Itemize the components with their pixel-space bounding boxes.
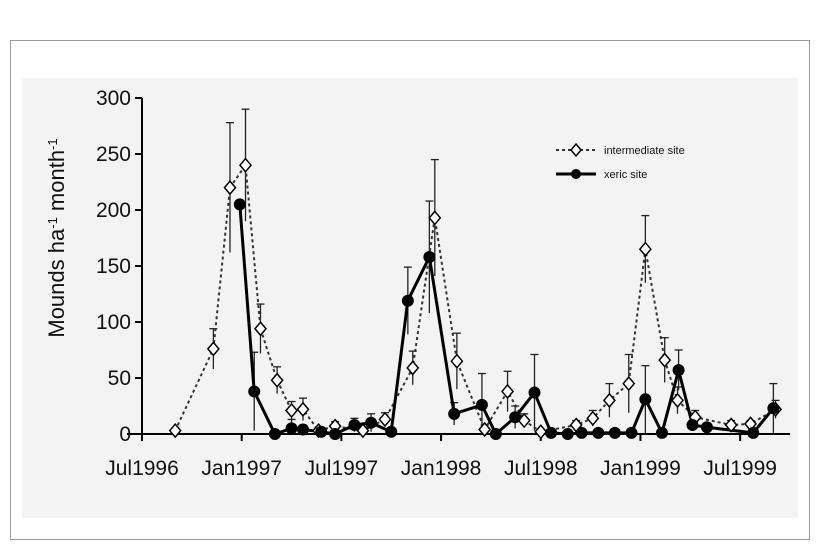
intermediate-marker [501,383,515,400]
y-axis-title: Mounds ha-1 month-1 [44,138,69,337]
intermediate-marker [602,392,616,409]
y-tick-label: 0 [119,423,131,446]
xeric-marker [296,423,309,436]
xeric-marker [545,426,558,439]
xeric-marker [625,426,638,439]
xeric-marker [233,198,246,211]
intermediate-marker [406,360,420,376]
xeric-marker [509,411,522,424]
intermediate-marker [428,210,442,226]
xeric-marker [348,419,361,432]
error-bars [209,108,780,434]
xeric-marker [448,407,461,420]
xeric-marker [639,393,652,406]
y-axis-title-exp1: -1 [45,217,60,229]
y-axis-title-main: Mounds ha [44,228,69,338]
xeric-marker [561,428,574,440]
y-tick-label: 150 [96,255,131,278]
xeric-marker [329,428,342,440]
xeric-marker [575,426,588,439]
y-tick-label: 50 [108,367,131,390]
intermediate-marker [534,424,548,440]
xeric-marker [767,402,780,415]
xeric-marker [365,416,378,429]
y-tick-label: 200 [96,199,131,222]
axes: 0 50 100 150 200 250 300 Jul1996 Jan1997 Jul1997 J… [96,87,790,480]
xeric-marker [401,294,414,307]
intermediate-marker [724,417,738,433]
x-tick-label: Jul1996 [105,457,179,480]
xeric-marker [489,428,502,440]
intermediate-marker [270,372,284,388]
intermediate-marker [239,157,252,173]
legend-intermediate-marker [570,142,582,158]
intermediate-series-line [174,162,777,433]
intermediate-marker [671,392,684,409]
x-tick-label: Jan1997 [201,457,282,480]
xeric-marker [700,421,713,434]
xeric-marker [315,425,328,438]
x-tick-label: Jul1999 [703,457,777,480]
legend-intermediate-label: intermediate site [604,145,685,157]
y-axis-title-exp2: -1 [45,138,60,150]
intermediate-marker [223,179,237,196]
x-tick-label: Jul1998 [504,457,578,480]
intermediate-marker [658,352,672,368]
intermediate-marker [285,402,299,419]
intermediate-marker [168,422,182,439]
y-tick-label: 250 [96,143,131,166]
x-tick-label: Jan1998 [401,457,482,480]
x-tick-label: Jul1997 [305,457,379,480]
intermediate-marker [638,241,652,257]
xeric-marker [592,426,605,439]
xeric-marker [248,385,261,398]
legend-xeric-marker [571,169,581,179]
xeric-marker [423,251,436,264]
xeric-marker [268,428,281,440]
xeric-marker [655,426,668,439]
xeric-marker [528,386,541,399]
legend: intermediate site xeric site [556,142,685,181]
intermediate-marker [450,353,464,369]
x-tick-label: Jan1999 [600,457,681,480]
intermediate-marker [206,341,220,357]
intermediate-marker [622,375,636,392]
svg-text:Mounds ha-1 month-1: Mounds ha-1 month-1 [44,138,69,337]
data-markers [168,157,783,440]
intermediate-marker [254,321,267,337]
y-tick-label: 300 [96,87,131,110]
xeric-marker [672,364,685,377]
intermediate-marker [378,411,392,428]
xeric-marker [285,422,298,435]
intermediate-marker [478,421,492,438]
y-axis-title-middle: month [44,150,69,217]
legend-xeric-label: xeric site [604,169,647,181]
y-tick-label: 100 [96,311,131,334]
xeric-series-line [238,204,775,438]
intermediate-marker [296,401,310,418]
xeric-marker [608,426,621,439]
xeric-marker [747,426,760,439]
series-lines [174,162,777,438]
xeric-marker [475,398,488,411]
intermediate-marker [586,410,600,426]
xeric-marker [686,419,699,432]
xeric-marker [385,425,398,438]
